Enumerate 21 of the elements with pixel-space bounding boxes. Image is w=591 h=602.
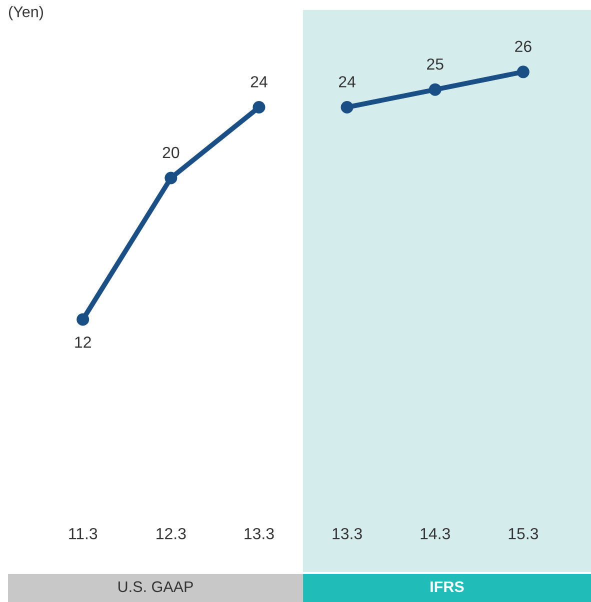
text: U.S. GAAP	[118, 581, 193, 592]
point	[340, 101, 354, 114]
point	[76, 313, 90, 326]
data-label: 24	[250, 76, 268, 88]
data-label: 12	[75, 336, 91, 348]
x-tick-label: 12.3	[156, 528, 186, 540]
x-tick-label: 13.3	[244, 528, 274, 540]
x-tick-label: 13.3	[332, 528, 362, 540]
point	[516, 66, 530, 78]
data-label: 26	[515, 40, 532, 52]
band-label: IFRS	[430, 581, 464, 592]
point	[164, 172, 178, 184]
data-label: 24	[338, 76, 356, 88]
point	[428, 83, 442, 96]
x-tick-label: 15.3	[508, 528, 538, 540]
x-tick-label: 11.3	[69, 528, 98, 540]
data-label: 25	[427, 58, 444, 70]
data-label: 20	[162, 146, 180, 158]
point	[252, 101, 266, 114]
x-tick-label: 14.3	[420, 528, 450, 540]
y-axis-title: (Yen)	[8, 6, 44, 20]
